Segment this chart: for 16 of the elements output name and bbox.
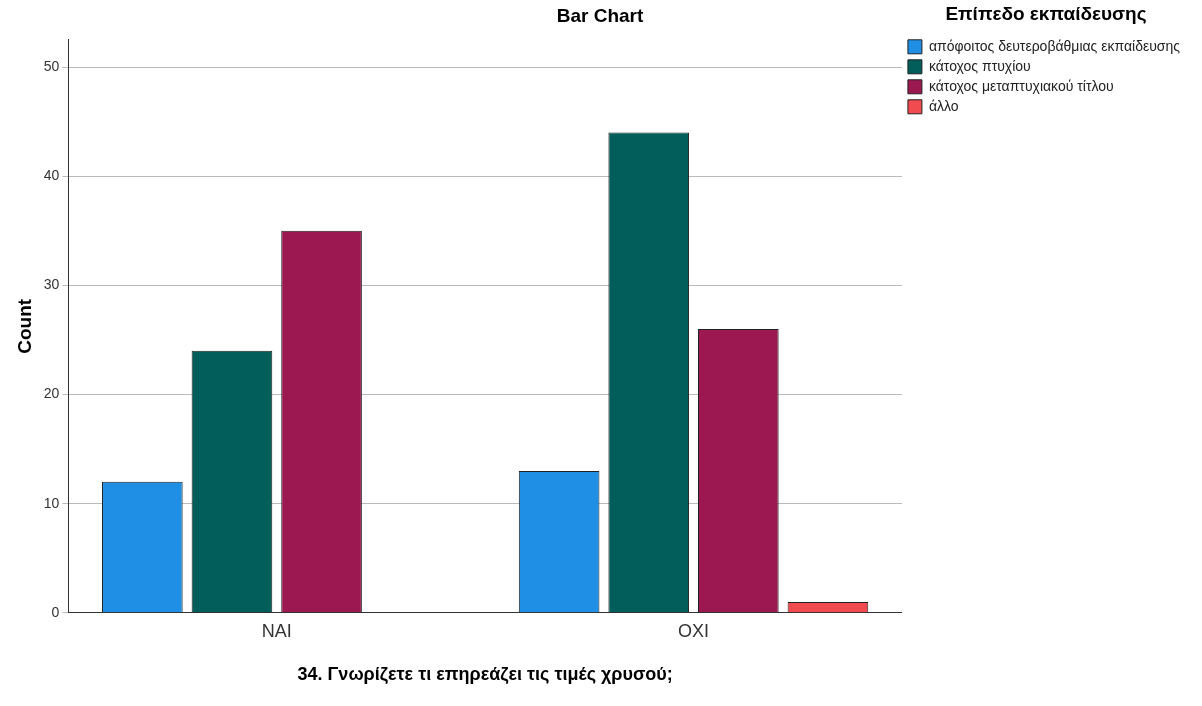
y-axis-title: Count: [13, 298, 35, 354]
y-tick-label: 30: [43, 276, 60, 293]
y-tick-label: 10: [43, 494, 60, 511]
y-tick-label: 40: [43, 167, 60, 184]
legend-label: άλλο: [928, 97, 959, 114]
legend-label: κάτοχος πτυχίου: [928, 57, 1031, 74]
x-axis-title: 34. Γνωρίζετε τι επηρεάζει τις τιμές χρυσού;: [297, 664, 673, 686]
x-tick-label: ΝΑΙ: [261, 620, 292, 641]
legend-label: κάτοχος μεταπτυχιακού τίτλου: [928, 77, 1114, 94]
y-tick-label: 20: [43, 385, 60, 402]
legend-title: Επίπεδο εκπαίδευσης: [945, 2, 1147, 24]
y-tick-label: 0: [51, 603, 60, 620]
x-tick-label: ΟΧΙ: [678, 620, 710, 641]
chart-title: Bar Chart: [556, 4, 644, 26]
legend-label: απόφοιτος δευτεροβάθμιας εκπαίδευσης: [928, 37, 1181, 54]
y-tick-label: 50: [43, 57, 60, 74]
